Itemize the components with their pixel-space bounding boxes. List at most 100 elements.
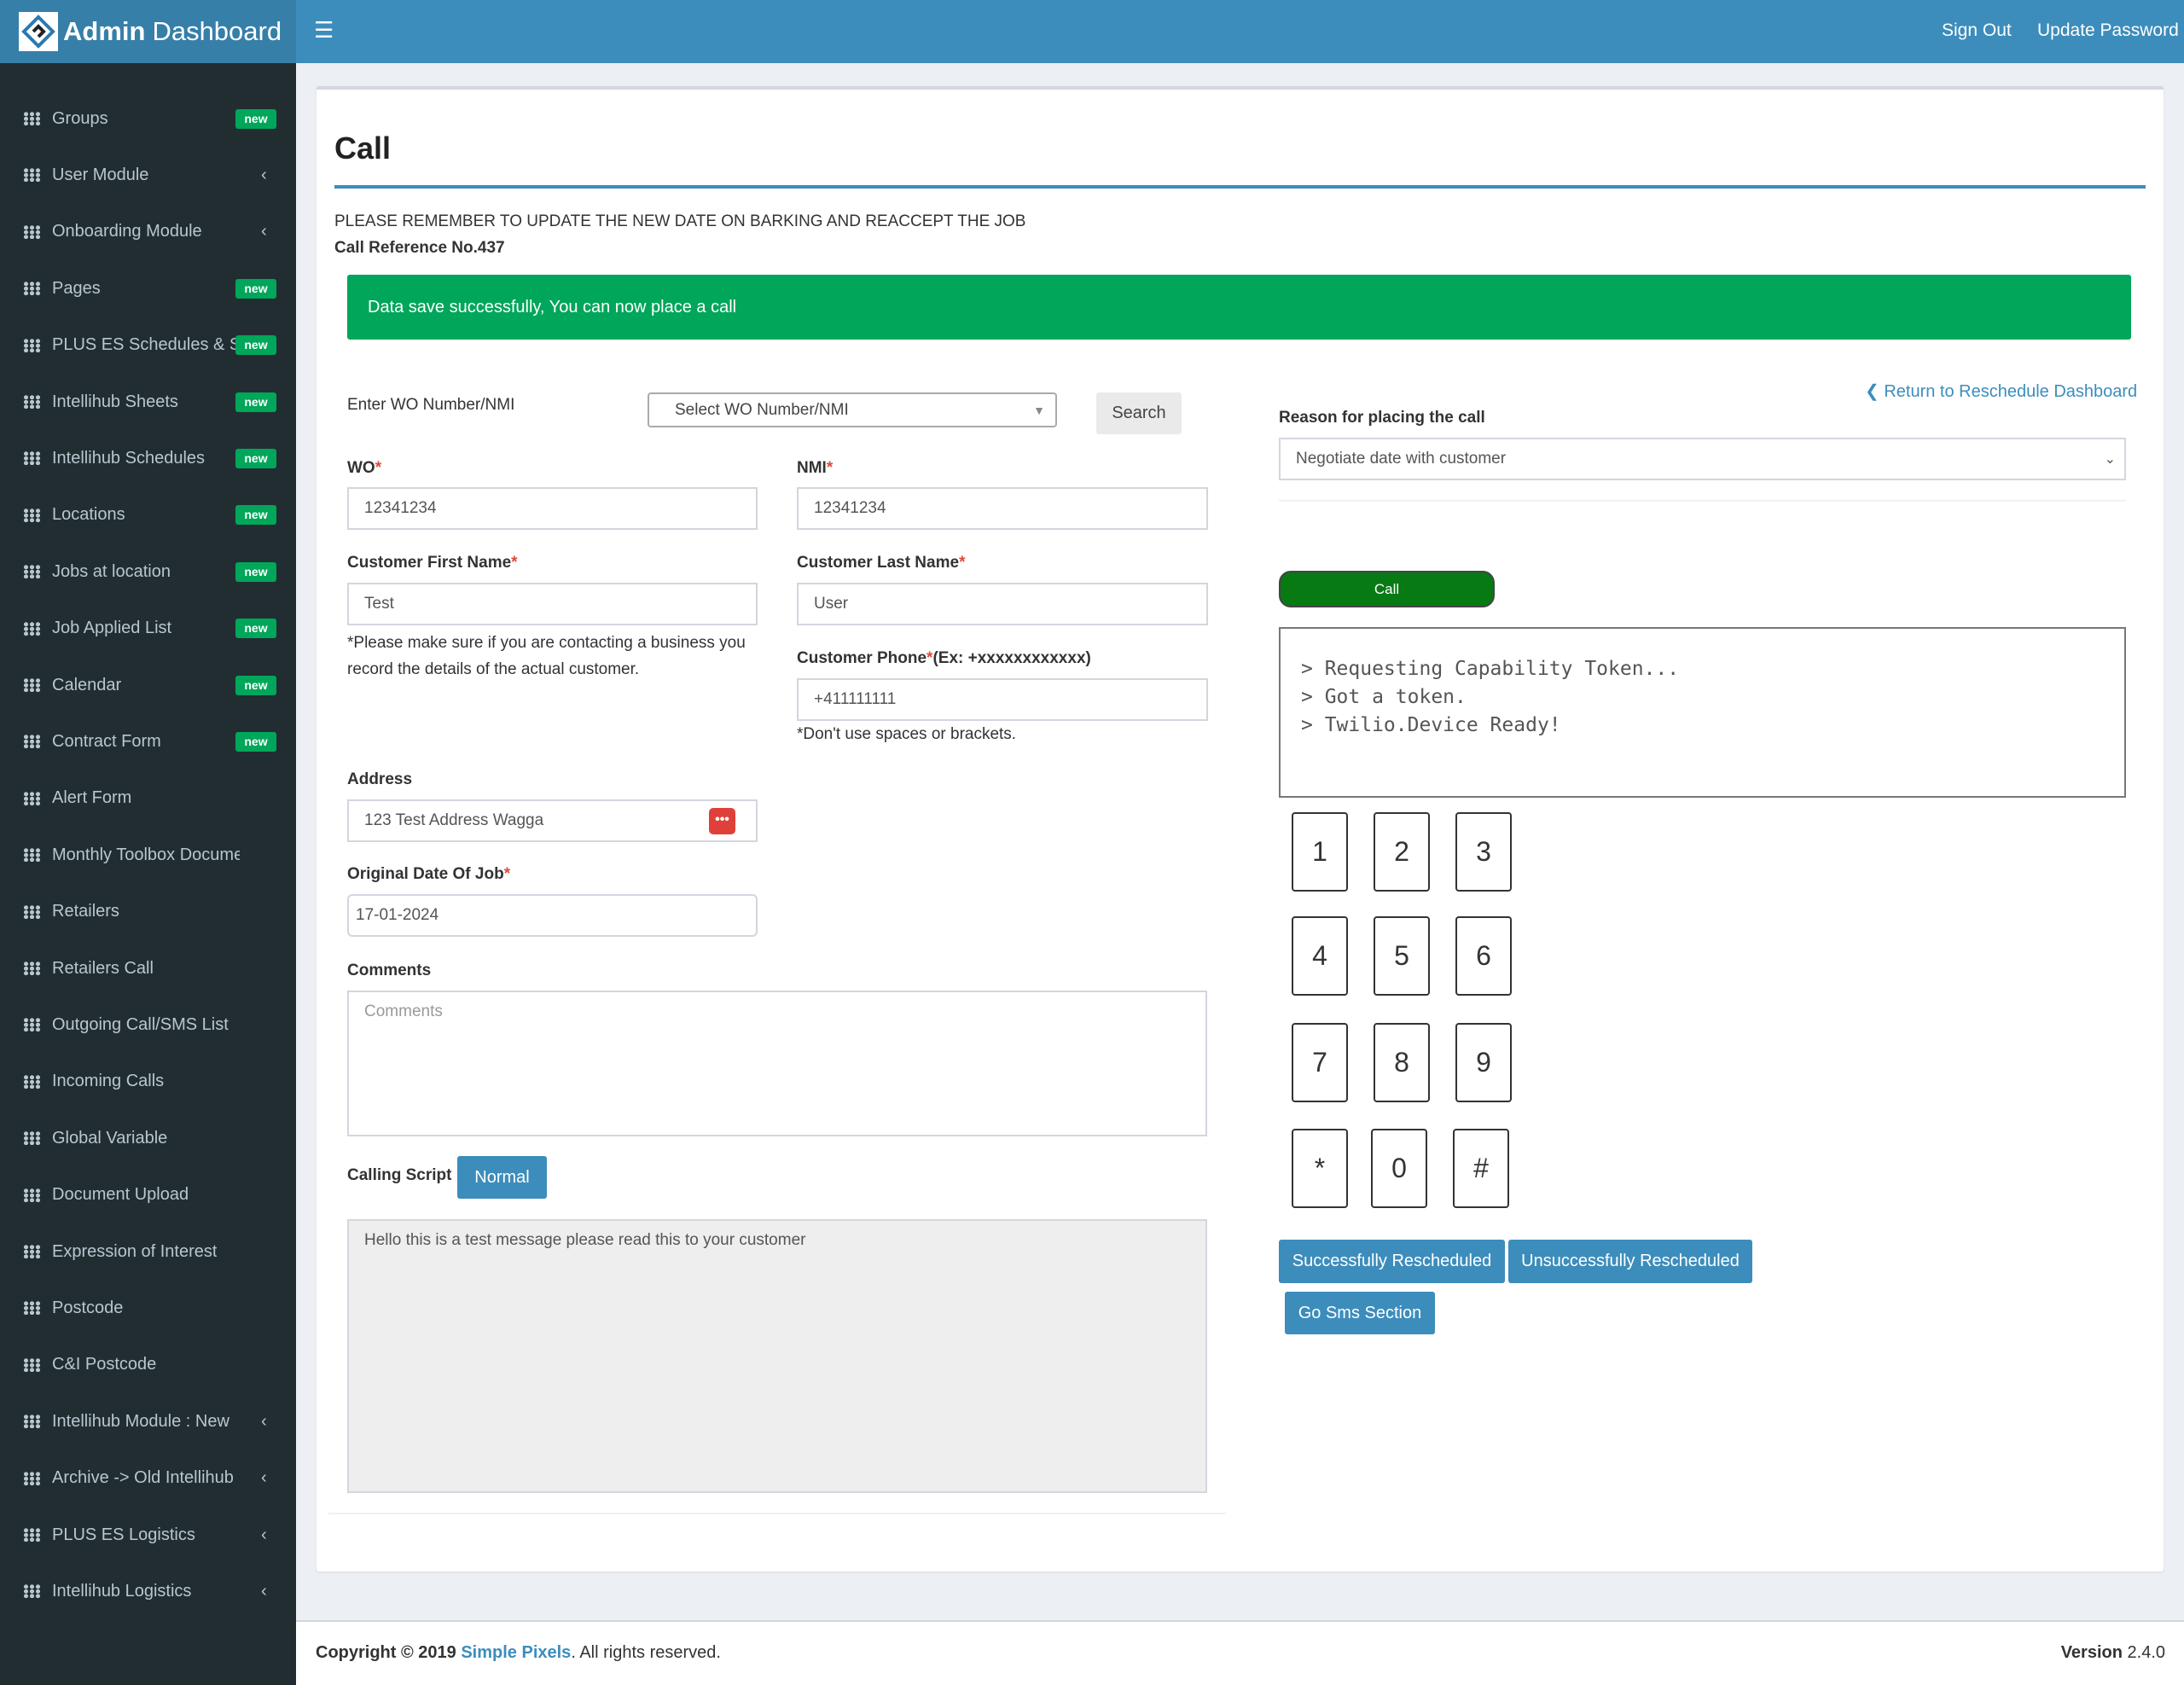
sidebar-item[interactable]: Intellihub Module : New ‹: [0, 1396, 296, 1447]
grid-icon: [23, 1131, 42, 1146]
successfully-rescheduled-button[interactable]: Successfully Rescheduled: [1279, 1240, 1505, 1283]
calling-script-label: Calling Script: [347, 1166, 452, 1184]
chevron-left-icon: ‹: [261, 1525, 267, 1544]
sidebar-item[interactable]: Pages new: [0, 263, 296, 314]
first-name-label-text: Customer First Name: [347, 554, 512, 572]
brand-logo[interactable]: Admin Dashboard: [0, 0, 296, 63]
unsuccessfully-rescheduled-button[interactable]: Unsuccessfully Rescheduled: [1508, 1240, 1752, 1283]
return-dashboard-link[interactable]: ❮ Return to Reschedule Dashboard: [1865, 381, 2137, 402]
sidebar-item[interactable]: Alert Form: [0, 773, 296, 824]
new-badge: new: [235, 335, 276, 356]
title-divider: [334, 185, 2146, 189]
sidebar-item[interactable]: Intellihub Logistics ‹: [0, 1566, 296, 1617]
sidebar-item[interactable]: Onboarding Module ‹: [0, 206, 296, 258]
sidebar-item-label: Intellihub Module : New: [52, 1411, 229, 1431]
sidebar-item[interactable]: Retailers Call: [0, 943, 296, 994]
wo-search-label: Enter WO Number/NMI: [347, 396, 515, 414]
success-alert: Data save successfully, You can now plac…: [347, 275, 2131, 340]
sidebar-item-label: Pages: [52, 278, 101, 298]
grid-icon: [23, 451, 42, 466]
sidebar-item-label: Retailers: [52, 902, 119, 921]
sidebar-item[interactable]: Expression of Interest: [0, 1226, 296, 1277]
new-badge: new: [235, 392, 276, 412]
dialpad-key[interactable]: 6: [1455, 916, 1512, 996]
normal-script-button[interactable]: Normal: [457, 1156, 547, 1199]
sidebar-item[interactable]: Monthly Toolbox Document: [0, 829, 296, 880]
chevron-left-icon: ❮: [1865, 382, 1885, 401]
nmi-input[interactable]: 12341234: [797, 487, 1208, 530]
required-mark: *: [511, 554, 518, 572]
phone-input[interactable]: +411111111: [797, 678, 1208, 721]
sidebar-item[interactable]: Intellihub Sheets new: [0, 376, 296, 427]
address-input[interactable]: 123 Test Address Wagga •••: [347, 799, 758, 842]
grid-icon: [23, 1074, 42, 1089]
sidebar-item[interactable]: Calendar new: [0, 659, 296, 711]
call-button[interactable]: Call: [1279, 571, 1495, 607]
sidebar-item[interactable]: Document Upload: [0, 1170, 296, 1221]
sidebar-item-label: PLUS ES Schedules & Sh: [52, 335, 240, 355]
sidebar-item[interactable]: C&I Postcode: [0, 1339, 296, 1391]
sidebar-item[interactable]: PLUS ES Schedules & Sh new: [0, 320, 296, 371]
sidebar-item[interactable]: Archive -> Old Intellihub ‹: [0, 1453, 296, 1504]
sidebar-item[interactable]: Job Applied List new: [0, 603, 296, 654]
go-sms-section-button[interactable]: Go Sms Section: [1285, 1292, 1435, 1334]
sidebar-item-label: Intellihub Schedules: [52, 448, 206, 468]
last-name-input[interactable]: User: [797, 583, 1208, 625]
dialpad-key[interactable]: *: [1292, 1129, 1348, 1208]
sidebar-item-label: Contract Form: [52, 731, 161, 751]
sidebar-item[interactable]: Incoming Calls: [0, 1056, 296, 1107]
sign-out-link[interactable]: Sign Out: [1942, 20, 2012, 40]
phone-hint: (Ex: +xxxxxxxxxxxx): [932, 649, 1091, 667]
sidebar-item[interactable]: PLUS ES Logistics ‹: [0, 1509, 296, 1560]
sidebar-item[interactable]: Locations new: [0, 490, 296, 541]
dialpad-key[interactable]: 2: [1374, 812, 1430, 892]
company-link[interactable]: Simple Pixels: [461, 1643, 572, 1662]
chevron-left-icon: ‹: [261, 1581, 267, 1601]
wo-select[interactable]: Select WO Number/NMI ▼: [648, 392, 1057, 427]
required-mark: *: [375, 459, 382, 477]
comments-textarea[interactable]: Comments: [347, 991, 1207, 1136]
dialpad-key[interactable]: 1: [1292, 812, 1348, 892]
phone-label: Customer Phone*(Ex: +xxxxxxxxxxxx): [797, 649, 1091, 668]
update-password-link[interactable]: Update Password: [2037, 20, 2179, 40]
grid-icon: [23, 1584, 42, 1599]
dialpad-key[interactable]: #: [1453, 1129, 1509, 1208]
search-button[interactable]: Search: [1096, 392, 1182, 434]
sidebar-item[interactable]: Global Variable: [0, 1113, 296, 1164]
grid-icon: [23, 1357, 42, 1372]
sidebar-item[interactable]: Outgoing Call/SMS List: [0, 999, 296, 1050]
sidebar-item[interactable]: Retailers: [0, 886, 296, 938]
sidebar-item[interactable]: User Module ‹: [0, 149, 296, 200]
sidebar-item-label: Archive -> Old Intellihub: [52, 1468, 234, 1488]
new-badge: new: [235, 561, 276, 582]
caret-down-icon: ▼: [1033, 403, 1045, 417]
dialpad-key[interactable]: 0: [1371, 1129, 1427, 1208]
sidebar-item[interactable]: Jobs at location new: [0, 546, 296, 597]
sidebar-item-label: C&I Postcode: [52, 1355, 157, 1374]
grid-icon: [23, 282, 42, 296]
password-manager-icon[interactable]: •••: [709, 807, 735, 834]
phone-label-text: Customer Phone: [797, 649, 927, 667]
sidebar-item[interactable]: Contract Form new: [0, 716, 296, 767]
sidebar-item[interactable]: Postcode: [0, 1282, 296, 1333]
wo-select-value: Select WO Number/NMI: [675, 400, 849, 419]
hamburger-icon[interactable]: ☰: [314, 17, 334, 43]
reason-select[interactable]: Negotiate date with customer ⌄: [1279, 438, 2126, 480]
dialpad-key[interactable]: 3: [1455, 812, 1512, 892]
wo-input[interactable]: 12341234: [347, 487, 758, 530]
dialpad-key[interactable]: 5: [1374, 916, 1430, 996]
first-name-input[interactable]: Test: [347, 583, 758, 625]
section-divider: [328, 1513, 1226, 1514]
dialpad-key[interactable]: 7: [1292, 1023, 1348, 1102]
dialpad-key[interactable]: 9: [1455, 1023, 1512, 1102]
dialpad-key[interactable]: 8: [1374, 1023, 1430, 1102]
script-textarea[interactable]: Hello this is a test message please read…: [347, 1219, 1207, 1493]
brand-rest: Dashboard: [152, 16, 282, 46]
sidebar-item-label: User Module: [52, 165, 149, 184]
sidebar-item[interactable]: Intellihub Schedules new: [0, 433, 296, 484]
date-input[interactable]: 17-01-2024: [347, 894, 758, 937]
sidebar-item-label: Job Applied List: [52, 619, 172, 638]
page-title: Call: [334, 131, 392, 166]
dialpad-key[interactable]: 4: [1292, 916, 1348, 996]
sidebar-item[interactable]: Groups new: [0, 93, 296, 144]
